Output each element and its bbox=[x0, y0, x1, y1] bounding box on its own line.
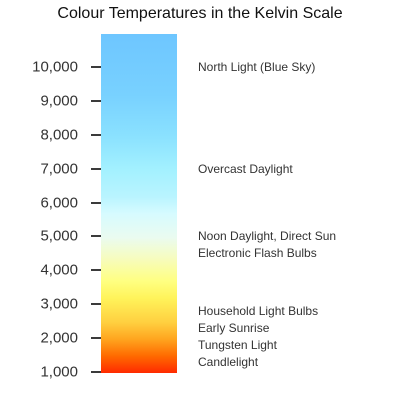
scale-tick-label: 3,000 bbox=[40, 295, 78, 313]
annotation-label: Overcast Daylight bbox=[198, 161, 293, 176]
scale-tick-label: 8,000 bbox=[40, 126, 78, 144]
scale-tick bbox=[91, 167, 101, 170]
scale-tick bbox=[91, 303, 101, 306]
annotation-label: Tungsten Light bbox=[198, 337, 277, 352]
scale-tick bbox=[91, 269, 101, 272]
annotation-label: Electronic Flash Bulbs bbox=[198, 246, 317, 261]
scale-tick-label: 2,000 bbox=[40, 329, 78, 347]
scale-tick bbox=[91, 133, 101, 136]
scale-tick bbox=[91, 235, 101, 238]
scale-tick-label: 10,000 bbox=[32, 58, 78, 76]
scale-tick-label: 6,000 bbox=[40, 194, 78, 212]
annotation-label: Household Light Bulbs bbox=[198, 304, 319, 318]
diagram-title: Colour Temperatures in the Kelvin Scale bbox=[57, 5, 343, 22]
scale-tick-label: 7,000 bbox=[40, 160, 78, 178]
annotation-label: Noon Daylight, Direct Sun bbox=[198, 229, 337, 244]
scale-tick bbox=[91, 99, 101, 102]
scale-tick bbox=[91, 371, 101, 373]
scale-tick-label: 4,000 bbox=[40, 261, 78, 279]
annotation-label: Early Sunrise bbox=[198, 320, 270, 335]
scale-tick bbox=[91, 66, 101, 68]
color-temperature-gradient-bar bbox=[101, 34, 177, 373]
scale-tick bbox=[91, 337, 101, 340]
scale-tick-label: 5,000 bbox=[40, 227, 78, 245]
scale-tick-label: 1,000 bbox=[40, 363, 78, 381]
annotation-label: North Light (Blue Sky) bbox=[198, 60, 316, 74]
scale-tick-label: 9,000 bbox=[40, 92, 78, 110]
annotation-label: Candlelight bbox=[198, 354, 259, 369]
scale-tick bbox=[91, 201, 101, 204]
